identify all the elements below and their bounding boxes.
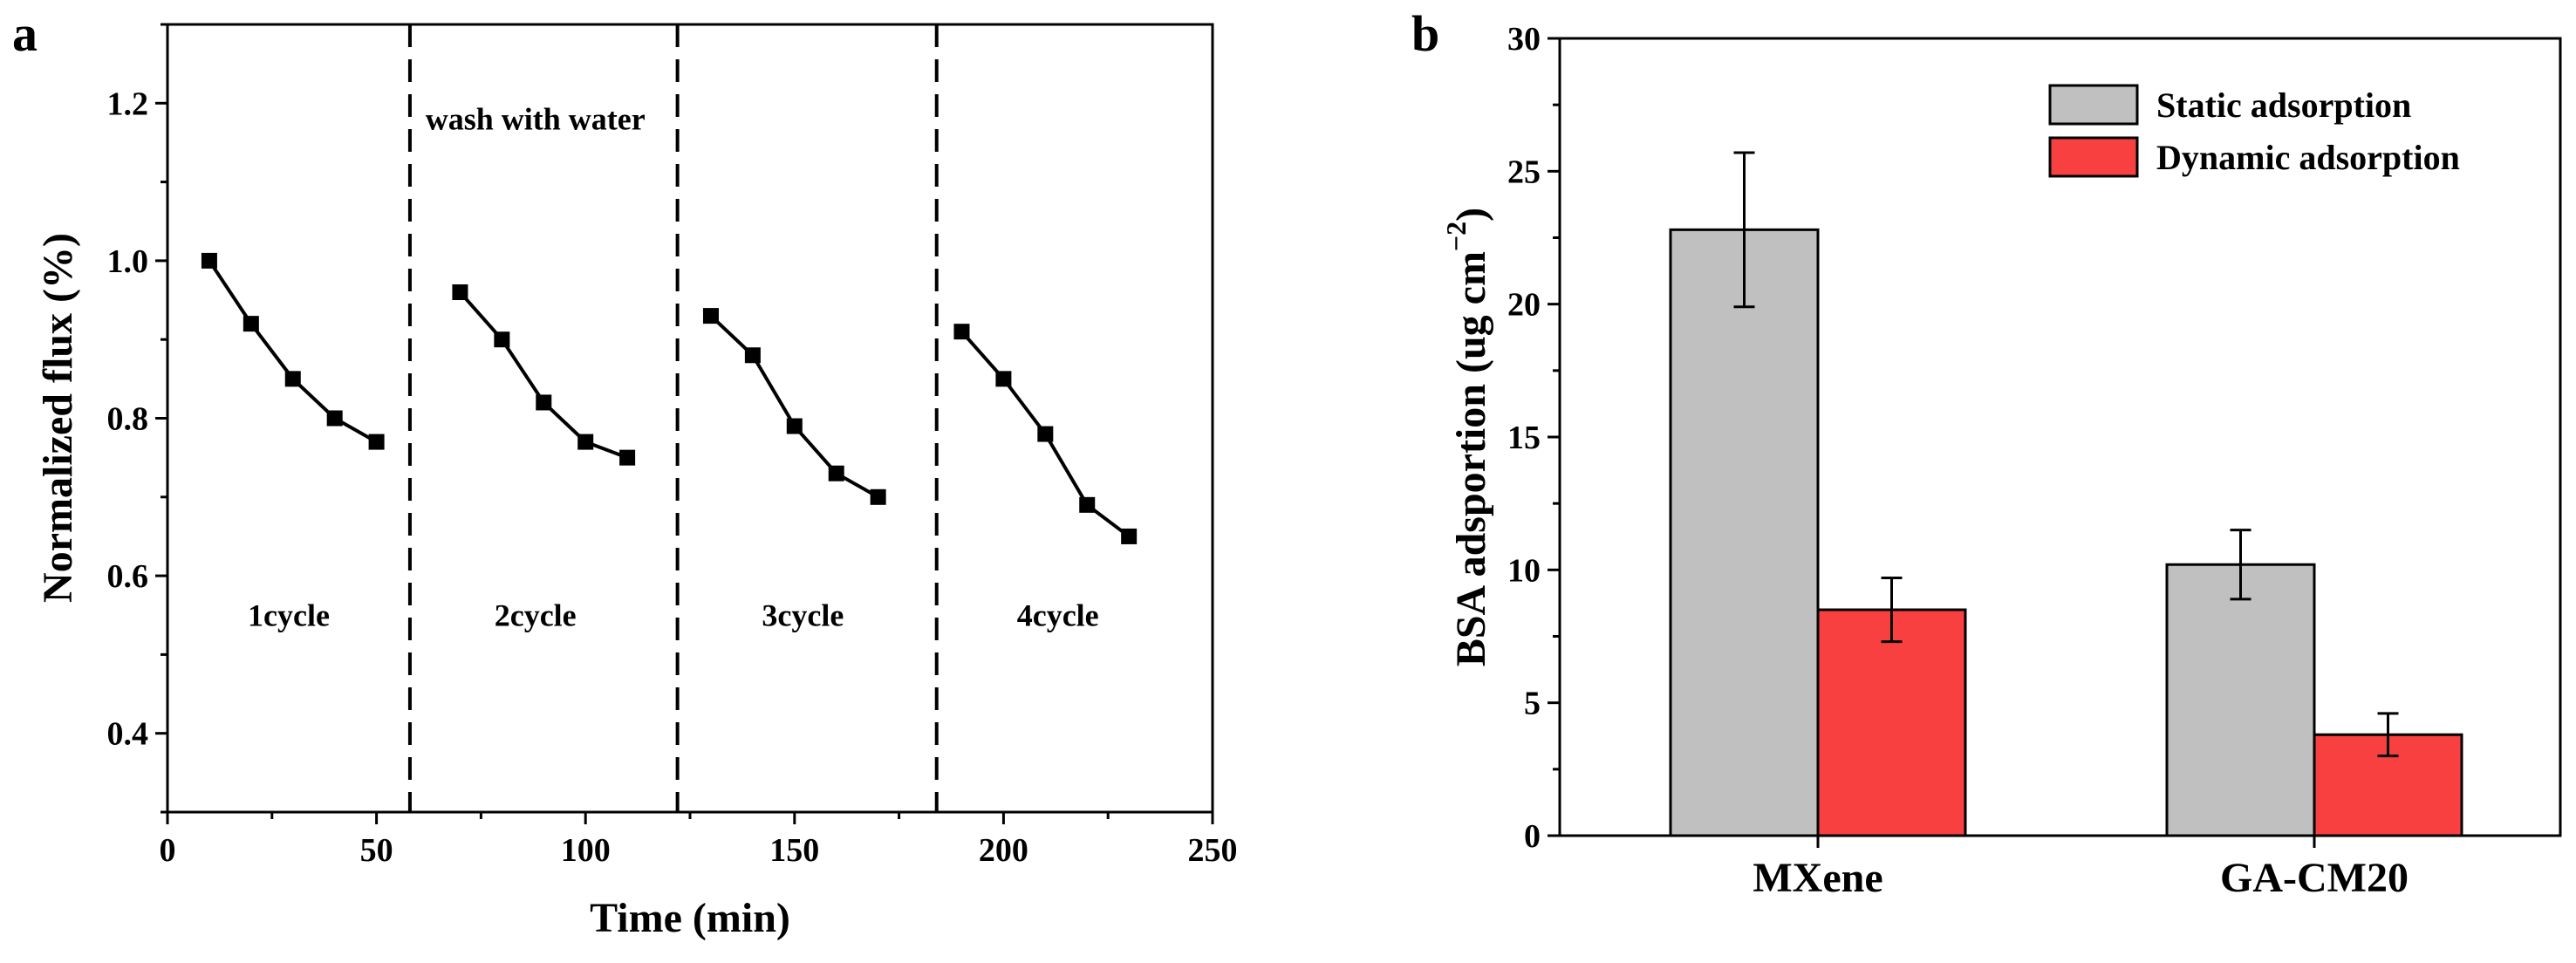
annotation-3: 3cycle [762,598,844,632]
x-tick-label-3: 150 [769,832,819,869]
cycle-3-point-5 [870,488,886,505]
x-tick-label-0: 0 [160,832,176,869]
cycle-1-point-1 [201,252,217,269]
legend-swatch-0 [2048,84,2139,126]
panel-b-y-axis-title-close: ) [1448,208,1494,222]
cycle-3-point-3 [786,418,803,434]
panel-b: b 0 5 10 15 20 25 30 MXene GA-CM20 Static adsor… [1411,5,2562,901]
y-tick-label-4: 1.2 [107,85,149,122]
y-tick-label-1: 0.6 [107,558,149,595]
panel-a-annotations: wash with water 1cycle 2cycle 3cycle 4cycle [248,101,1099,632]
cycle-1-point-2 [243,316,259,332]
y-tick-label-3: 1.0 [107,243,149,280]
category-label-0: MXene [1753,855,1882,901]
panel-b-y-ticks: 0 5 10 15 20 25 30 [1507,21,1560,855]
annotation-1: 1cycle [248,598,330,632]
cycle-2-line [458,290,628,460]
bar-0-0 [1669,228,1820,837]
cycle-4-point-1 [953,324,970,340]
x-tick-label-5: 250 [1188,832,1238,869]
panel-a-x-axis-title: Time (min) [590,895,790,941]
panel-a-letter: a [12,5,38,62]
b-y-tick-label-0: 0 [1524,818,1541,855]
b-y-tick-label-1: 5 [1524,686,1541,722]
x-tick-label-2: 100 [561,832,611,869]
panel-b-y-axis-title: BSA adsportion (ug cm−2) [1440,208,1494,666]
cycle-4-point-3 [1037,426,1054,442]
cycle-4-point-2 [995,371,1012,387]
annotation-0: wash with water [426,101,646,136]
panel-b-legend: Static adsorption Dynamic adsorption [2048,84,2460,178]
panel-a-y-axis-title: Normalized flux (%) [35,233,81,603]
cycle-1-point-3 [284,371,301,387]
legend-swatch-1 [2048,136,2139,178]
panel-b-letter: b [1411,5,1439,62]
x-tick-label-1: 50 [360,832,393,869]
panel-b-y-axis-title-main: BSA adsportion (ug cm [1448,251,1494,666]
cycle-3-point-2 [744,347,761,364]
legend-label-0: Static adsorption [2156,85,2411,125]
panel-b-y-axis-title-superscript: −2 [1440,222,1472,251]
panel-b-category-labels: MXene GA-CM20 [1753,836,2409,901]
bar-1-0 [2165,563,2316,837]
cycle-4-point-5 [1121,528,1138,544]
annotation-2: 2cycle [495,598,577,632]
b-y-tick-label-3: 15 [1507,420,1541,456]
category-label-1: GA-CM20 [2220,855,2409,901]
cycle-1-point-4 [326,410,343,427]
cycle-1-point-5 [368,434,385,450]
panel-a-cycle-dividers [407,24,939,812]
panel-a-plot-frame [166,23,1214,814]
cycle-2-point-3 [536,394,552,411]
cycle-2-point-4 [577,434,594,450]
panel-a-y-ticks: 0.4 0.6 0.8 1.0 1.2 [107,23,167,814]
panel-a-series [201,252,1138,544]
cycle-2-point-2 [494,331,510,348]
bar-0-1 [1816,608,1967,837]
panel-a: a 0 50 100 150 200 250 0.4 0.6 0.8 1.0 1.2 wash w… [12,5,1238,941]
legend-label-1: Dynamic adsorption [2156,138,2460,177]
annotation-4: 4cycle [1017,598,1099,632]
panel-a-x-ticks: 0 50 100 150 200 250 [160,812,1238,869]
x-tick-label-4: 200 [979,832,1028,869]
b-y-tick-label-5: 25 [1507,154,1541,190]
y-tick-label-0: 0.4 [107,716,149,753]
cycle-3-line [709,314,879,499]
cycle-4-point-4 [1079,496,1096,513]
panel-b-error-bars [1733,151,2399,758]
cycle-1-line [208,259,378,444]
b-y-tick-label-4: 20 [1507,287,1541,324]
cycle-3-point-4 [828,465,844,482]
b-y-tick-label-2: 10 [1507,552,1541,589]
b-y-tick-label-6: 30 [1507,21,1541,58]
y-tick-label-2: 0.8 [107,401,149,438]
cycle-2-point-1 [452,284,468,301]
cycle-3-point-1 [702,308,719,324]
cycle-2-point-5 [619,449,636,466]
panel-b-bars [1669,228,2463,837]
